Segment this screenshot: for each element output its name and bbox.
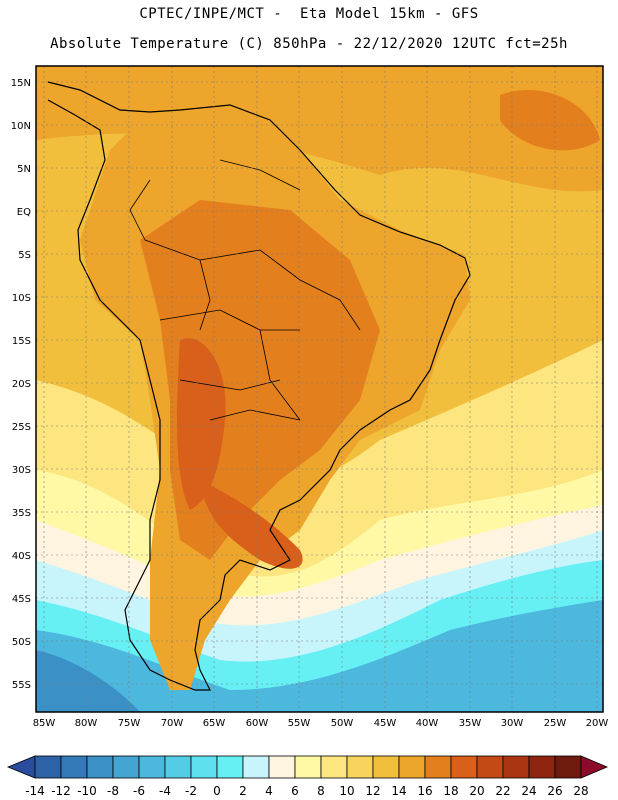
lat-label: 25S [12,422,31,433]
colorbar-label: 6 [291,784,299,798]
colorbar-label: -2 [185,784,197,798]
colorbar-label: 4 [265,784,273,798]
colorbar-swatch [138,755,166,779]
colorbar-swatch [242,755,270,779]
lon-label: 50W [331,718,354,729]
colorbar-swatch [528,755,556,779]
colorbar-arrow-min [6,755,36,779]
lon-label: 85W [33,718,56,729]
latitude-labels: 15N 10N 5N EQ 5S 10S 15S 20S 25S 30S 35S… [11,78,31,691]
lat-label: 5N [17,164,31,175]
lon-label: 25W [544,718,567,729]
lat-label: 20S [12,379,31,390]
colorbar [6,755,609,779]
colorbar-label: -14 [25,784,45,798]
colorbar-label: 10 [339,784,354,798]
colorbar-label: 28 [573,784,588,798]
lat-label: 50S [12,637,31,648]
colorbar-label: -8 [107,784,119,798]
colorbar-swatch [164,755,192,779]
colorbar-swatch [86,755,114,779]
colorbar-swatch [398,755,426,779]
lon-label: 35W [459,718,482,729]
colorbar-swatch [320,755,348,779]
colorbar-swatch [294,755,322,779]
lat-label: 40S [12,551,31,562]
colorbar-label: 16 [417,784,432,798]
colorbar-swatch [60,755,88,779]
colorbar-label: 0 [213,784,221,798]
colorbar-label: 24 [521,784,536,798]
colorbar-label: -12 [51,784,71,798]
argentina-hot-region [200,480,303,569]
colorbar-label: 8 [317,784,325,798]
lat-label: 15N [11,78,31,89]
colorbar-labels: -14 -12 -10 -8 -6 -4 -2 0 2 4 6 8 10 12 … [25,784,588,798]
south-america-coastline [47,81,471,691]
lat-label: 10N [11,121,31,132]
colorbar-swatch [554,755,582,779]
lat-label: 55S [12,680,31,691]
colorbar-label: -6 [133,784,145,798]
temperature-field [36,66,603,712]
lat-label: EQ [17,207,31,218]
map-frame [35,65,604,713]
colorbar-label: 18 [443,784,458,798]
lat-label: 30S [12,465,31,476]
lon-label: 65W [203,718,226,729]
colorbar-swatch [450,755,478,779]
lon-label: 45W [374,718,397,729]
colorbar-label: -4 [159,784,171,798]
lon-label: 75W [118,718,141,729]
north-atlantic-warm-band [36,66,603,192]
map-title-line-2: Absolute Temperature (C) 850hPa - 22/12/… [50,36,568,52]
colorbar-swatch [346,755,374,779]
colorbar-label: -10 [77,784,97,798]
colorbar-swatch [216,755,244,779]
lat-label: 35S [12,508,31,519]
colorbar-label: 20 [469,784,484,798]
colorbar-label: 12 [365,784,380,798]
colorbar-label: 14 [391,784,406,798]
lon-label: 40W [416,718,439,729]
colorbar-label: 2 [239,784,247,798]
lat-label: 10S [12,293,31,304]
lat-label: 45S [12,594,31,605]
longitude-labels: 85W 80W 75W 70W 65W 60W 55W 50W 45W 40W … [33,718,609,729]
lon-label: 55W [288,718,311,729]
lon-label: 70W [161,718,184,729]
colorbar-swatch [34,755,62,779]
colorbar-swatch [502,755,530,779]
colorbar-label: 22 [495,784,510,798]
lon-label: 60W [246,718,269,729]
colorbar-swatch [372,755,400,779]
lat-label: 15S [12,336,31,347]
colorbar-swatch [268,755,296,779]
colorbar-swatch [190,755,218,779]
lon-label: 80W [75,718,98,729]
lon-label: 20W [586,718,609,729]
colorbar-swatch [112,755,140,779]
colorbar-swatch [424,755,452,779]
map-title-line-1: CPTEC/INPE/MCT - Eta Model 15km - GFS [139,6,479,22]
lon-label: 30W [501,718,524,729]
lat-label: 5S [18,250,31,261]
colorbar-label: 26 [547,784,562,798]
continent-very-hot-region [177,338,226,510]
colorbar-arrow-max [580,755,609,779]
country-borders [129,159,361,421]
colorbar-swatch [476,755,504,779]
north-atlantic-hot-patch [500,90,600,151]
southwest-deep-cold [36,650,140,712]
